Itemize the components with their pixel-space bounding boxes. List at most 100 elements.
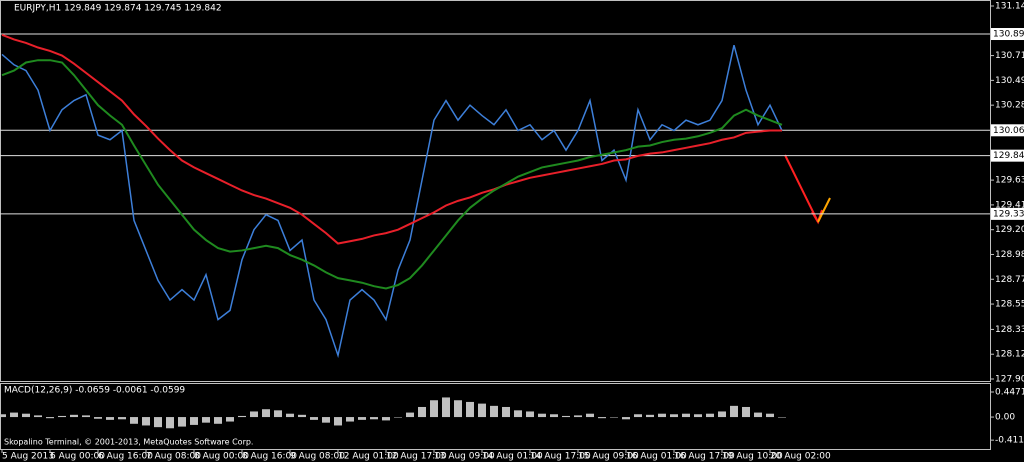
y-tick-label: 130.710 [995,51,1024,61]
macd-bar [442,397,450,418]
x-tick-label: 8 Aug 00:00 [194,452,249,462]
macd-bar [58,415,66,418]
y-tick-label: 0.4471 [995,388,1024,398]
macd-bar [622,417,630,420]
macd-bar [406,412,414,418]
macd-bar [334,417,342,426]
macd-bar [346,417,354,422]
y-tick-label: 127.905 [995,375,1024,385]
macd-bar [718,411,726,418]
macd-bar [202,417,210,423]
level-label-box [991,28,1024,41]
x-tick-label: 12 Aug 17:00 [386,452,447,462]
macd-bar [634,414,642,418]
level-label-box [991,124,1024,137]
macd-bar [514,410,522,418]
x-tick-label: 5 Aug 2013 [2,452,54,462]
macd-bar [754,412,762,418]
y-tick-label: 131.140 [995,2,1024,12]
series-line [1,33,782,245]
macd-bar [526,411,534,418]
macd-bar [190,417,198,425]
x-tick-label: 15 Aug 09:00 [578,452,639,462]
macd-bar [394,417,402,418]
macd-bar [766,413,774,418]
macd-bar [370,417,378,420]
macd-bar [262,409,270,418]
macd-bar [10,412,18,418]
macd-bar [706,413,714,418]
macd-bar [214,417,222,424]
forecast-arrow-down [784,154,819,223]
series-line [1,45,783,359]
x-tick-label: 14 Aug 01:00 [482,452,543,462]
macd-bar [430,400,438,418]
macd-bar [646,414,654,418]
series-line [1,59,783,290]
x-tick-label: 16 Aug 01:00 [626,452,687,462]
x-tick-label: 6 Aug 00:00 [50,452,105,462]
macd-bar [70,414,78,418]
macd-bar [454,400,462,418]
y-tick-label: -0.4118 [995,436,1024,446]
macd-bar [274,410,282,418]
macd-bar [610,417,618,418]
x-tick-label: 13 Aug 09:00 [434,452,495,462]
copyright: Skopalino Terminal, © 2001-2013, MetaQuo… [4,438,253,447]
macd-bar [562,415,570,418]
chart-title: EURJPY,H1 129.849 129.874 129.745 129.84… [14,4,222,14]
macd-bar [466,401,474,418]
y-tick-label: 130.280 [995,101,1024,111]
macd-bar [490,405,498,418]
macd-bar [250,411,258,418]
macd-bar [310,417,318,420]
macd-bar [178,417,186,427]
macd-bar [742,406,750,418]
macd-bar [730,405,738,418]
macd-bar [298,414,306,418]
macd-bar [418,406,426,418]
level-label: 129.337 [993,209,1024,219]
macd-bar [574,415,582,418]
y-tick-label: 128.770 [995,275,1024,285]
x-tick-label: 19 Aug 10:00 [722,452,783,462]
x-tick-label: 16 Aug 17:00 [674,452,735,462]
macd-bar [550,414,558,418]
macd-bar [502,406,510,418]
y-tick-label: 128.120 [995,350,1024,360]
macd-bar [94,417,102,419]
y-tick-label: 129.630 [995,176,1024,186]
y-tick-label: 128.335 [995,325,1024,335]
macd-bar [0,414,6,418]
level-label-box [991,149,1024,162]
x-tick-label: 8 Aug 16:00 [242,452,297,462]
macd-bar [382,417,390,421]
level-label: 130.062 [993,126,1024,136]
level-label-box [991,207,1024,220]
level-label: 130.897 [993,30,1024,40]
y-tick-label: 128.555 [995,300,1024,310]
macd-bar [226,417,234,422]
x-tick-label: 7 Aug 08:00 [146,452,201,462]
macd-bar [598,417,606,419]
macd-bar [154,417,162,428]
x-tick-label: 9 Aug 08:00 [290,452,345,462]
macd-bar [538,413,546,418]
macd-bar [82,415,90,418]
macd-bar [166,417,174,429]
main-frame [0,0,991,382]
y-tick-label: 129.200 [995,225,1024,235]
macd-title: MACD(12,26,9) -0.0659 -0.0061 -0.0599 [4,386,185,396]
macd-bar [22,413,30,418]
macd-bar [682,413,690,418]
y-tick-label: 0.00 [995,413,1015,423]
y-tick-label: 128.985 [995,250,1024,260]
macd-bar [238,415,246,418]
x-tick-label: 14 Aug 17:00 [530,452,591,462]
macd-bar [142,417,150,426]
forecast-arrow-up [817,197,831,223]
y-tick-label: 129.415 [995,200,1024,210]
macd-bar [778,417,786,418]
macd-bar [322,417,330,423]
